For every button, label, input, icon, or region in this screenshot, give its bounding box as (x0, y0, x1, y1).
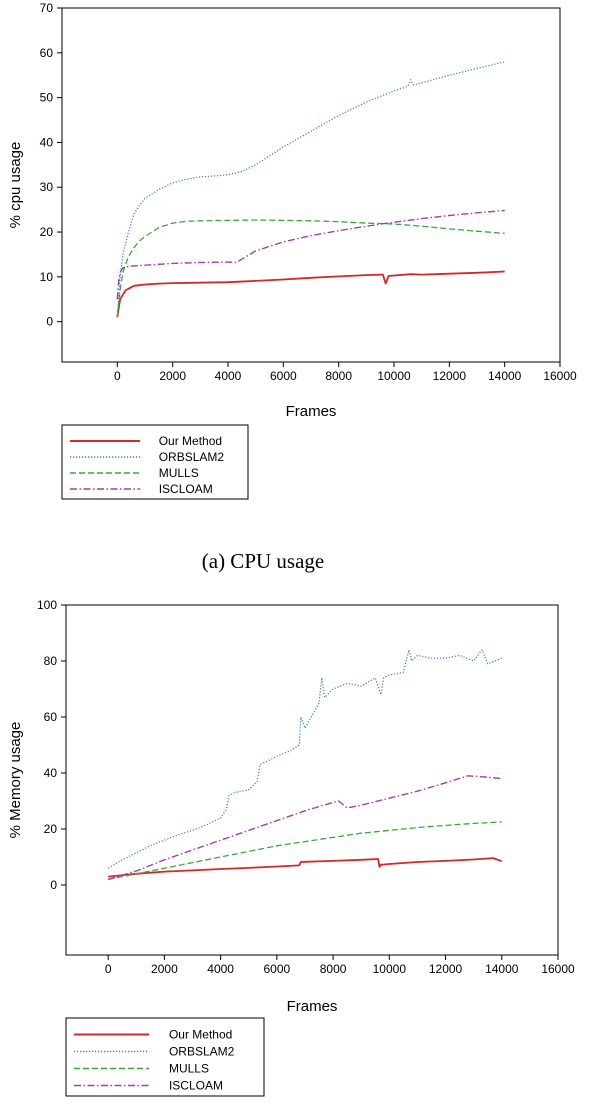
plot-frame (61, 7, 561, 363)
y-axis-label: % cpu usage (7, 142, 24, 229)
series-line-mulls (116, 219, 505, 318)
series-line-our-method (108, 857, 503, 878)
legend-box (61, 424, 249, 500)
y-tick-label: 20 (44, 822, 58, 836)
y-tick-label: 0 (50, 878, 57, 892)
plot-frame (65, 604, 559, 956)
x-tick-label: 8000 (320, 962, 347, 976)
x-tick-label: 6000 (270, 369, 297, 383)
x-tick-label: 2000 (151, 962, 178, 976)
series-line-mulls (108, 821, 502, 881)
x-tick-label: 6000 (264, 962, 291, 976)
y-tick-label: 40 (40, 135, 54, 149)
y-tick-label: 0 (46, 315, 53, 329)
x-tick-label: 0 (105, 962, 112, 976)
y-tick-label: 10 (40, 270, 54, 284)
series-line-orbslam2 (116, 61, 505, 318)
y-tick-label: 80 (44, 654, 58, 668)
x-tick-label: 16000 (543, 369, 577, 383)
chart-1: 0 2000 4000 6000 8000 10000 12000 14000 16000 0 10… (7, 1, 577, 573)
x-axis-label: Frames (286, 403, 337, 420)
y-tick-label: 60 (44, 710, 58, 724)
legend-label: MULLS (159, 466, 199, 480)
x-tick-label: 4000 (207, 962, 234, 976)
y-tick-label: 70 (40, 1, 54, 15)
legend-box (65, 1017, 265, 1097)
y-tick-label: 100 (37, 598, 57, 612)
figure-caption: (a) CPU usage (202, 549, 324, 573)
y-tick-label: 50 (40, 91, 54, 105)
y-axis-label: % Memory usage (7, 722, 24, 839)
y-tick-label: 20 (40, 225, 54, 239)
x-tick-label: 16000 (541, 962, 575, 976)
x-tick-label: 14000 (485, 962, 519, 976)
legend-label: MULLS (169, 1062, 209, 1076)
legend-label: ORBSLAM2 (159, 450, 225, 464)
x-tick-label: 0 (114, 369, 121, 383)
x-tick-label: 12000 (429, 962, 463, 976)
x-tick-label: 2000 (159, 369, 186, 383)
series-line-our-method (116, 270, 505, 318)
legend: Our Method ORBSLAM2 MULLS ISCLOAM (61, 424, 249, 500)
series-line-iscloam (116, 209, 505, 300)
series-line-iscloam (107, 775, 502, 881)
series-line-orbslam2 (107, 649, 503, 869)
x-axis-label: Frames (287, 998, 338, 1015)
y-tick-label: 30 (40, 180, 54, 194)
x-tick-label: 12000 (433, 369, 467, 383)
y-tick-label: 60 (40, 46, 54, 60)
chart-2: 0 2000 4000 6000 8000 10000 12000 14000 16000 0 20… (7, 598, 575, 1097)
legend: Our Method ORBSLAM2 MULLS ISCLOAM (65, 1017, 265, 1097)
x-tick-label: 4000 (215, 369, 242, 383)
x-tick-label: 10000 (373, 962, 407, 976)
x-tick-label: 10000 (377, 369, 411, 383)
x-tick-label: 14000 (488, 369, 522, 383)
legend-label: Our Method (169, 1028, 232, 1042)
legend-label: Our Method (159, 434, 222, 448)
x-tick-label: 8000 (325, 369, 352, 383)
legend-label: ISCLOAM (159, 482, 213, 496)
legend-label: ISCLOAM (169, 1079, 223, 1093)
legend-label: ORBSLAM2 (169, 1045, 235, 1059)
y-tick-label: 40 (44, 766, 58, 780)
